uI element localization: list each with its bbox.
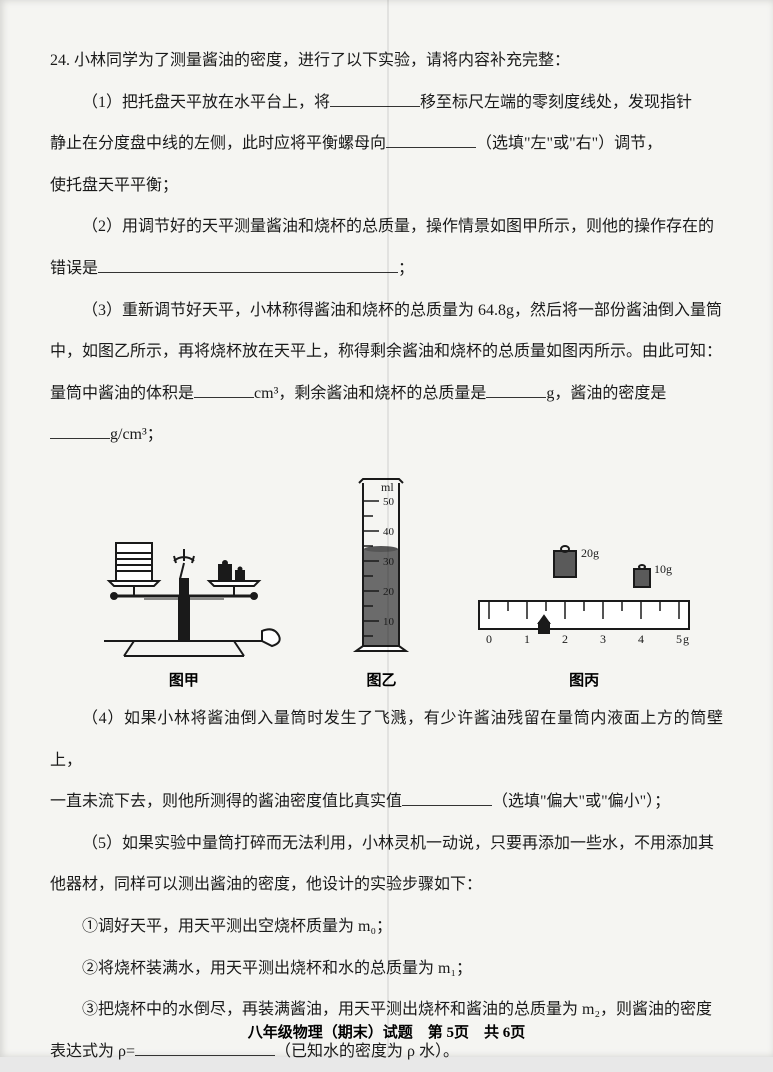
mark-20: 20 bbox=[383, 586, 395, 598]
figures-row: 图甲 50 40 30 20 10 bbox=[50, 471, 723, 690]
blank-6 bbox=[50, 423, 110, 439]
q24-stem: 24. 小林同学为了测量酱油的密度，进行了以下实验，请将内容补充完整： bbox=[50, 40, 723, 82]
r0: 0 bbox=[486, 632, 492, 646]
r4: 4 bbox=[638, 632, 644, 646]
mark-50: 50 bbox=[383, 496, 395, 508]
blank-4 bbox=[194, 382, 254, 398]
weight-10g: 10g bbox=[654, 562, 672, 576]
text: （选填"左"或"右"）调节， bbox=[476, 135, 662, 152]
cylinder-unit: ml bbox=[381, 480, 394, 494]
fig-b-label: 图乙 bbox=[366, 669, 396, 690]
text: 量筒中酱油的体积是 bbox=[50, 385, 194, 402]
graduated-cylinder-icon: 50 40 30 20 10 ml bbox=[341, 471, 421, 661]
fig-c-label: 图丙 bbox=[569, 669, 599, 690]
q24-part3-line3: 量筒中酱油的体积是 cm³，剩余酱油和烧杯的总质量是 g，酱油的密度是 bbox=[50, 373, 723, 415]
text: （已知水的密度为 ρ 水）。 bbox=[275, 1043, 459, 1060]
mark-10: 10 bbox=[383, 616, 395, 628]
text: 表达式为 ρ= bbox=[50, 1043, 135, 1060]
weight-20g: 20g bbox=[581, 546, 599, 560]
text: （1）把托盘天平放在水平台上，将 bbox=[82, 94, 330, 111]
r3: 3 bbox=[600, 632, 606, 646]
r1: 1 bbox=[524, 632, 530, 646]
beam-scale-icon: 20g 10g 0 1 2 3 4 5 bbox=[469, 521, 699, 661]
text: 静止在分度盘中线的左侧，此时应将平衡螺母向 bbox=[50, 135, 386, 152]
q24-part3-line1: （3）重新调节好天平，小林称得酱油和烧杯的总质量为 64.8g，然后将一部份酱油… bbox=[50, 290, 723, 332]
figure-c: 20g 10g 0 1 2 3 4 5 bbox=[469, 521, 699, 690]
r2: 2 bbox=[562, 632, 568, 646]
blank-7 bbox=[402, 790, 492, 806]
mark-30: 30 bbox=[383, 556, 395, 568]
q24-step2: ②将烧杯装满水，用天平测出烧杯和水的总质量为 m₁； bbox=[50, 948, 723, 990]
q24-part2-line1: （2）用调节好的天平测量酱油和烧杯的总质量，操作情景如图甲所示，则他的操作存在的 bbox=[50, 206, 723, 248]
blank-5 bbox=[486, 382, 546, 398]
q24-part1-line3: 使托盘天平平衡； bbox=[50, 165, 723, 207]
text: cm³，剩余酱油和烧杯的总质量是 bbox=[254, 385, 486, 402]
text: g，酱油的密度是 bbox=[546, 385, 666, 402]
text: g/cm³； bbox=[110, 426, 163, 443]
ruler-unit: g bbox=[683, 632, 689, 646]
blank-2 bbox=[386, 132, 476, 148]
q24-part3-line2: 中，如图乙所示，再将烧杯放在天平上，称得剩余酱油和烧杯的总质量如图丙所示。由此可… bbox=[50, 331, 723, 373]
q24-part5-line1: （5）如果实验中量筒打碎而无法利用，小林灵机一动说，只要再添加一些水，不用添加其 bbox=[50, 823, 723, 865]
mark-40: 40 bbox=[383, 526, 395, 538]
text: 错误是 bbox=[50, 260, 98, 277]
balance-scale-icon bbox=[74, 501, 294, 661]
figure-a: 图甲 bbox=[74, 501, 294, 690]
q24-part4-line1: （4）如果小林将酱油倒入量筒时发生了飞溅，有少许酱油残留在量筒内液面上方的筒壁上… bbox=[50, 698, 723, 781]
q24-part3-line4: g/cm³； bbox=[50, 414, 723, 456]
page-footer: 八年级物理（期末）试题 第 5页 共 6页 bbox=[0, 1021, 773, 1042]
q24-step1: ①调好天平，用天平测出空烧杯质量为 m₀； bbox=[50, 906, 723, 948]
text: （选填"偏大"或"偏小"）； bbox=[492, 793, 670, 810]
text: ； bbox=[398, 260, 414, 277]
q24-part5-line2: 他器材，同样可以测出酱油的密度，他设计的实验步骤如下： bbox=[50, 864, 723, 906]
figure-b: 50 40 30 20 10 ml 图乙 bbox=[341, 471, 421, 690]
q24-part4-line2: 一直未流下去，则他所测得的酱油密度值比真实值 （选填"偏大"或"偏小"）； bbox=[50, 781, 723, 823]
fig-a-label: 图甲 bbox=[169, 669, 199, 690]
r5: 5 bbox=[676, 632, 682, 646]
exam-page: 24. 小林同学为了测量酱油的密度，进行了以下实验，请将内容补充完整： （1）把… bbox=[0, 0, 773, 1057]
blank-3 bbox=[98, 257, 398, 273]
text: 一直未流下去，则他所测得的酱油密度值比真实值 bbox=[50, 793, 402, 810]
blank-8 bbox=[135, 1040, 275, 1056]
q24-part1-line1: （1）把托盘天平放在水平台上，将 移至标尺左端的零刻度线处，发现指针 bbox=[50, 82, 723, 124]
q24-part2-line2: 错误是 ； bbox=[50, 248, 723, 290]
blank-1 bbox=[330, 91, 420, 107]
text: 移至标尺左端的零刻度线处，发现指针 bbox=[420, 94, 692, 111]
q24-part1-line2: 静止在分度盘中线的左侧，此时应将平衡螺母向 （选填"左"或"右"）调节， bbox=[50, 123, 723, 165]
